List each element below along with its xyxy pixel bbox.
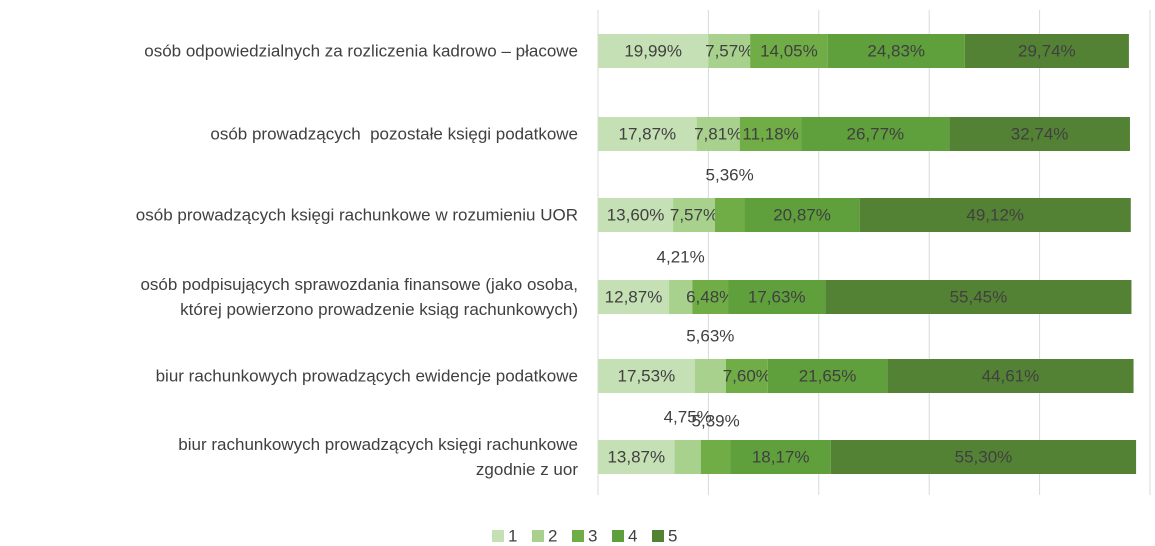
- value-label: 7,60%: [723, 366, 771, 385]
- legend-swatch: [492, 530, 504, 542]
- bar-segment: [801, 117, 950, 151]
- bar-segment: [767, 359, 888, 393]
- value-label: 4,21%: [657, 247, 705, 266]
- value-label: 29,74%: [1018, 41, 1076, 60]
- bar-segment: [750, 34, 828, 68]
- legend-swatch: [532, 530, 544, 542]
- bar-segment: [598, 280, 670, 314]
- value-label: 7,57%: [670, 205, 718, 224]
- value-label: 55,30%: [955, 447, 1013, 466]
- bar-segment: [598, 440, 675, 474]
- value-label: 5,39%: [692, 411, 740, 430]
- bar-segment: [598, 198, 674, 232]
- bar-segment: [674, 440, 701, 474]
- value-label: 24,83%: [867, 41, 925, 60]
- legend-swatch: [572, 530, 584, 542]
- value-label: 49,12%: [966, 205, 1024, 224]
- bar-segment: [830, 440, 1137, 474]
- category-label: osób podpisujących sprawozdania finansow…: [140, 275, 578, 319]
- bar-segment: [728, 280, 826, 314]
- value-label: 55,45%: [950, 287, 1008, 306]
- legend-label: 4: [628, 526, 637, 545]
- bar-segment: [725, 359, 768, 393]
- category-label: osób prowadzących księgi rachunkowe w ro…: [135, 205, 578, 225]
- legend-label: 1: [508, 526, 517, 545]
- bar-segment: [708, 34, 751, 68]
- value-label: 11,18%: [742, 124, 798, 143]
- legend-label: 3: [588, 526, 597, 545]
- value-label: 17,87%: [618, 124, 676, 143]
- category-label: biur rachunkowych prowadzących księgi ra…: [178, 435, 578, 479]
- bar-segment: [887, 359, 1134, 393]
- bar-segment: [730, 440, 831, 474]
- value-label: 17,63%: [748, 287, 806, 306]
- bar-segment: [744, 198, 860, 232]
- value-label: 20,87%: [773, 205, 831, 224]
- value-label: 18,17%: [752, 447, 810, 466]
- value-label: 32,74%: [1011, 124, 1069, 143]
- bar-segment: [964, 34, 1129, 68]
- value-label: 26,77%: [847, 124, 905, 143]
- value-label: 13,87%: [607, 447, 665, 466]
- bar-segment: [739, 117, 802, 151]
- value-label: 19,99%: [624, 41, 682, 60]
- bar-segment: [714, 198, 745, 232]
- value-label: 13,60%: [607, 205, 665, 224]
- category-label: osób prowadzących pozostałe księgi podat…: [210, 124, 578, 144]
- bar-segment: [696, 117, 740, 151]
- value-label: 14,05%: [760, 41, 818, 60]
- category-label: biur rachunkowych prowadzących ewidencje…: [155, 366, 578, 386]
- legend-swatch: [612, 530, 624, 542]
- legend-swatch: [652, 530, 664, 542]
- bar-segment: [825, 280, 1132, 314]
- value-label: 7,57%: [705, 41, 753, 60]
- bar-segment: [827, 34, 965, 68]
- value-label: 21,65%: [799, 366, 857, 385]
- bar-segment: [598, 34, 709, 68]
- value-label: 12,87%: [605, 287, 663, 306]
- value-label: 7,81%: [694, 124, 742, 143]
- bar-segment: [692, 280, 729, 314]
- legend-label: 2: [548, 526, 557, 545]
- value-label: 5,63%: [686, 326, 734, 345]
- value-label: 44,61%: [982, 366, 1040, 385]
- value-label: 6,48%: [686, 287, 734, 306]
- bar-segment: [673, 198, 715, 232]
- value-label: 17,53%: [618, 366, 676, 385]
- bar-segment: [694, 359, 726, 393]
- bar-segment: [700, 440, 731, 474]
- value-label: 4,75%: [664, 407, 712, 426]
- legend-label: 5: [668, 526, 677, 545]
- bar-segment: [598, 359, 695, 393]
- bar-segment: [598, 117, 697, 151]
- value-label: 5,36%: [706, 165, 754, 184]
- bar-segment: [669, 280, 693, 314]
- category-label: osób odpowiedzialnych za rozliczenia kad…: [144, 41, 578, 61]
- bar-segment: [859, 198, 1131, 232]
- bar-segment: [949, 117, 1130, 151]
